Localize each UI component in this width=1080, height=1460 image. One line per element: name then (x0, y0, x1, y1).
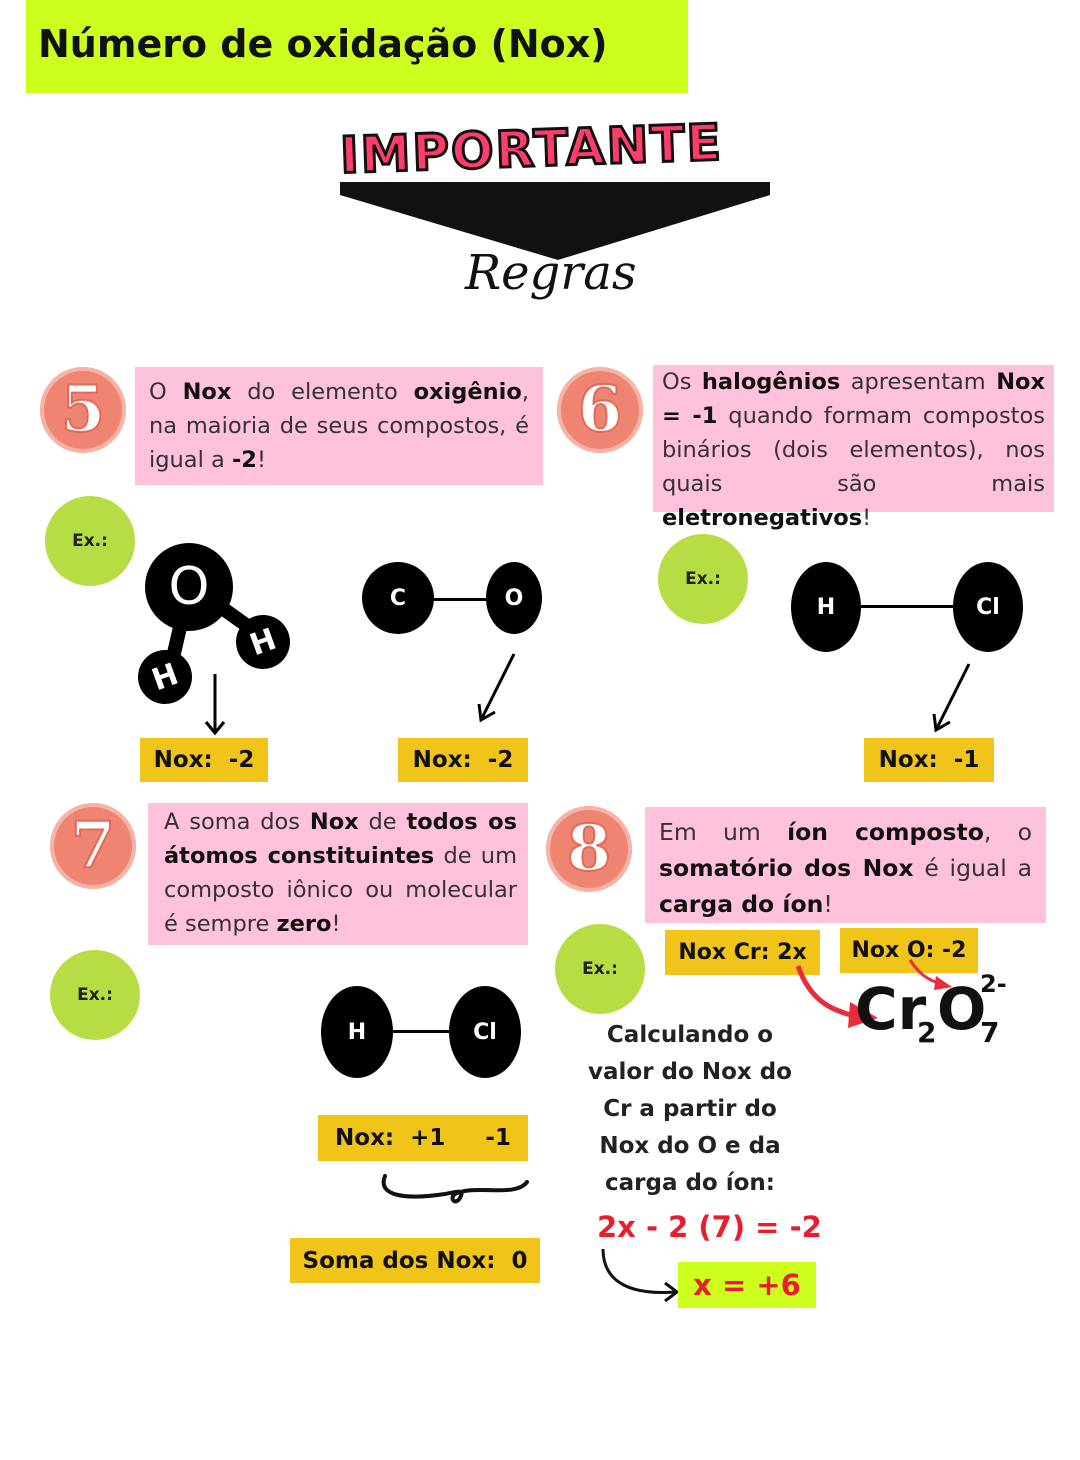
rule-text: de um composto iônico ou molecular é sem… (164, 843, 517, 937)
result-box: x = +6 (678, 1262, 816, 1308)
example-label: Ex.: (658, 534, 748, 624)
rule-number-5: 5 (40, 367, 126, 453)
rule-5-text: O Nox do elemento oxigênio, na maioria d… (135, 367, 543, 485)
example-label: Ex.: (50, 950, 140, 1040)
rule-text-bold: íon composto (787, 818, 984, 846)
rule-text: ! (862, 505, 872, 531)
rule-text-bold: eletronegativos (662, 505, 863, 531)
formula-subscript: 7 (980, 1016, 1000, 1049)
rule-text: de (358, 809, 407, 835)
rules-subtitle: Regras (465, 245, 637, 301)
oxygen-atom: O (486, 562, 542, 634)
bond-line (370, 1030, 480, 1033)
equation: 2x - 2 (7) = -2 (597, 1210, 822, 1244)
bond-line (840, 605, 970, 608)
rule-text: ! (256, 447, 266, 473)
hydrogen-atom: H (791, 562, 861, 652)
rule-text: , o (983, 818, 1032, 846)
nox-cr-label: Nox Cr: 2x (665, 930, 820, 975)
hydrogen-atom: H (321, 986, 393, 1078)
nox-label: Nox: +1 -1 (318, 1115, 528, 1161)
nox-o-label: Nox O: -2 (840, 928, 978, 973)
curly-brace-icon (381, 1174, 529, 1204)
rule-text-bold: -2 (231, 447, 257, 473)
rule-text-bold: Nox (309, 809, 359, 835)
rule-text: A soma dos (164, 809, 310, 835)
rule-text: apresentam (840, 369, 997, 395)
rule-number-7: 7 (50, 803, 136, 889)
carbon-atom: C (362, 562, 434, 634)
water-oxygen-atom: O (145, 543, 233, 631)
rule-text: ! (823, 890, 833, 918)
rule-number-8: 8 (546, 806, 632, 892)
nox-label: Nox: -2 (398, 738, 528, 782)
rule-number-6: 6 (557, 367, 643, 453)
arrow-diagonal-icon (932, 663, 971, 733)
red-arrow-icon (795, 959, 952, 1028)
calculation-text: Calculando o valor do Nox do Cr a partir… (588, 1022, 792, 1196)
rule-text: Em um (659, 818, 788, 846)
rule-text-bold: oxigênio (413, 379, 522, 405)
rule-text: O (149, 379, 183, 405)
rule-text-bold: somatório dos Nox (659, 854, 914, 882)
rule-text-bold: Nox = -1 (662, 369, 1045, 429)
formula-subscript: 2 (917, 1016, 937, 1049)
rule-text-bold: todos os átomos constituintes (164, 809, 518, 869)
formula-element-o: O (937, 975, 987, 1043)
nox-label: Nox: -1 (864, 738, 994, 782)
rule-8-text: Em um íon composto, o somatório dos Nox … (645, 807, 1046, 923)
example-label: Ex.: (555, 924, 645, 1014)
arrow-diagonal-icon (477, 653, 516, 723)
title-banner (26, 0, 688, 93)
rule-text: , na maioria de seus compostos, é igual … (149, 379, 529, 473)
sum-nox-label: Soma dos Nox: 0 (290, 1238, 540, 1283)
rule-text: do elemento (231, 379, 414, 405)
importante-badge-arrow (340, 182, 770, 260)
rule-6-text: Os halogênios apresentam Nox = -1 quando… (653, 365, 1054, 531)
formula-element-cr: Cr (855, 975, 927, 1043)
rule-text: Os (662, 369, 702, 395)
rule-7-text: A soma dos Nox de todos os átomos consti… (148, 803, 528, 945)
page-title: Número de oxidação (Nox) (38, 22, 608, 66)
result-value: x = +6 (693, 1268, 801, 1302)
rule-text-bold: halogênios (701, 369, 841, 395)
rule-text: é igual a (913, 854, 1032, 882)
rule-text: quando formam compostos binários (dois e… (662, 403, 1045, 497)
rule-text-bold: zero (276, 911, 332, 937)
example-label: Ex.: (45, 496, 135, 586)
formula-charge: 2- (980, 970, 1007, 998)
chlorine-atom: Cl (449, 986, 521, 1078)
nox-label: Nox: -2 (140, 738, 268, 782)
rule-text-bold: carga do íon (659, 890, 824, 918)
arrow-down-icon (204, 674, 226, 736)
bond-line (410, 598, 520, 601)
rule-text-bold: Nox (182, 379, 232, 405)
chlorine-atom: Cl (953, 562, 1023, 652)
rule-text: ! (331, 911, 341, 937)
curved-arrow-icon (601, 1248, 680, 1303)
